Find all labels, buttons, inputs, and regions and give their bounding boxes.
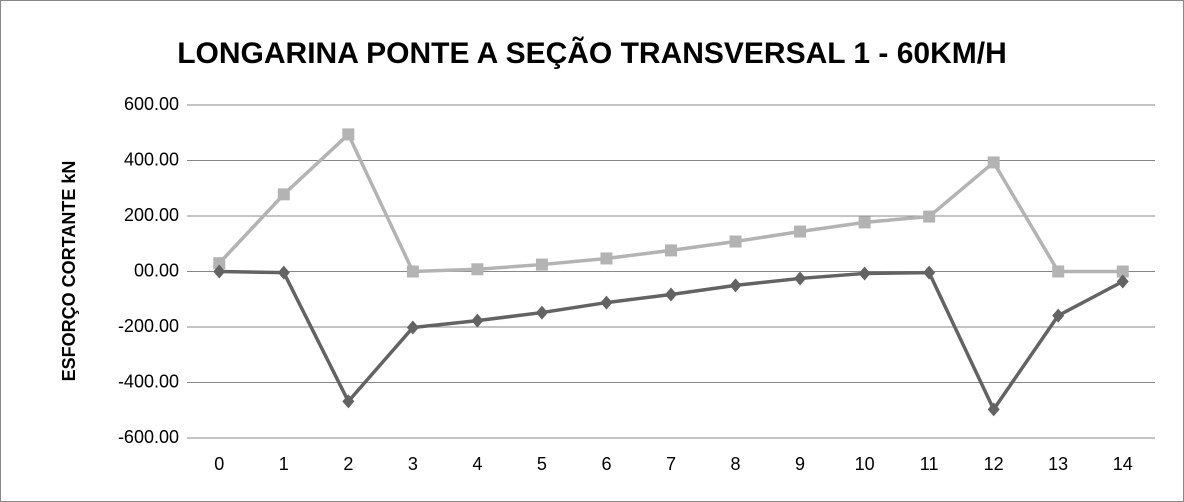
marker xyxy=(342,394,355,409)
marker xyxy=(987,156,1000,169)
x-tick-label: 12 xyxy=(984,454,1004,474)
marker xyxy=(858,266,871,281)
marker xyxy=(600,295,613,310)
y-tick-label: 400.00 xyxy=(124,149,179,169)
y-tick-label: 600.00 xyxy=(124,94,179,114)
marker xyxy=(471,313,484,328)
marker xyxy=(277,188,290,201)
marker xyxy=(923,265,936,280)
marker xyxy=(213,257,226,270)
x-tick-label: 0 xyxy=(214,454,224,474)
x-tick-label: 2 xyxy=(343,454,353,474)
marker xyxy=(729,235,742,248)
marker xyxy=(342,128,355,141)
marker xyxy=(665,287,677,302)
marker xyxy=(471,263,484,276)
y-tick-label: -400.00 xyxy=(118,371,179,391)
marker xyxy=(729,278,742,293)
chart-title: LONGARINA PONTE A SEÇÃO TRANSVERSAL 1 - … xyxy=(177,36,1007,70)
y-tick-label: 00.00 xyxy=(134,260,179,280)
marker xyxy=(535,258,548,271)
x-tick-label: 14 xyxy=(1113,454,1133,474)
marker xyxy=(1116,274,1129,289)
x-tick-label: 4 xyxy=(472,454,482,474)
x-tick-label: 9 xyxy=(795,454,805,474)
marker xyxy=(406,265,419,278)
x-tick-label: 8 xyxy=(731,454,741,474)
marker xyxy=(277,265,290,280)
marker xyxy=(923,210,936,223)
x-tick-label: 5 xyxy=(537,454,547,474)
marker xyxy=(794,271,807,286)
marker xyxy=(665,244,677,257)
x-tick-label: 6 xyxy=(601,454,611,474)
marker xyxy=(1052,265,1065,278)
x-tick-label: 11 xyxy=(920,454,939,474)
x-tick-label: 13 xyxy=(1048,454,1068,474)
x-tick-label: 10 xyxy=(855,454,875,474)
marker xyxy=(794,225,807,238)
y-tick-label: 200.00 xyxy=(124,205,179,225)
y-tick-label: -600.00 xyxy=(118,427,179,447)
marker xyxy=(987,402,1000,417)
marker xyxy=(213,264,226,279)
y-tick-label: -200.00 xyxy=(118,316,179,336)
marker xyxy=(600,252,613,265)
x-tick-label: 3 xyxy=(408,454,418,474)
x-tick-label: 1 xyxy=(279,454,289,474)
marker xyxy=(1116,265,1129,278)
marker xyxy=(535,305,548,320)
x-tick-label: 7 xyxy=(666,454,676,474)
marker xyxy=(858,216,871,229)
marker xyxy=(1052,308,1065,323)
y-axis-label: ESFORÇO CORTANTE kN xyxy=(59,161,79,382)
marker xyxy=(406,320,419,335)
